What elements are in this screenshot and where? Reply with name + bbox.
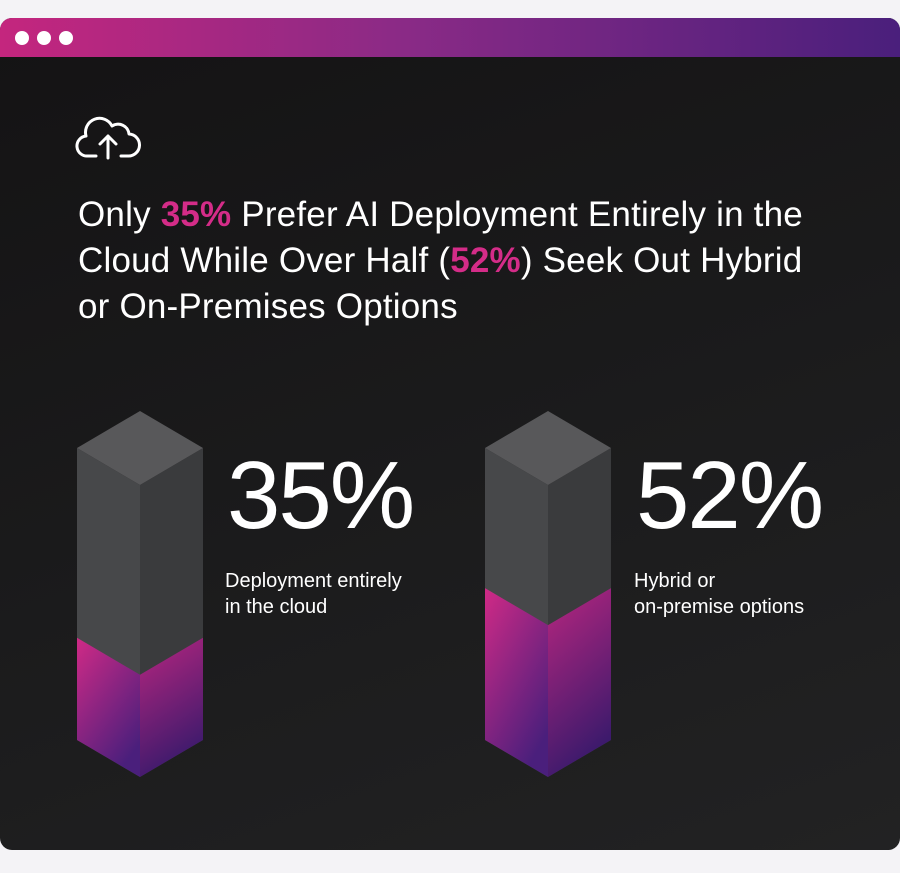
bar [77,637,203,777]
title-highlight: 52% [450,241,521,280]
title-text: Only [78,195,161,234]
bar [485,588,611,777]
title-text: Prefer AI Deployment Entirely in the Clo… [78,195,803,280]
window-dot[interactable] [59,31,73,45]
window-dot[interactable] [15,31,29,45]
value-label: 35% [227,442,415,549]
bar-left [485,588,548,777]
category-label: Deployment entirely in the cloud [225,570,402,618]
bar-left [77,637,140,777]
bar-right [140,637,203,777]
column-top [485,411,611,485]
chart [75,116,611,777]
title-highlight: 35% [160,195,232,234]
window: Only 35% Prefer AI Deployment Entirely i… [0,18,900,850]
title-text: ) Seek Out Hybrid or On-Premises Options [78,241,803,326]
chart-title: Only 35% Prefer AI Deployment Entirely i… [78,192,838,330]
window-dot[interactable] [37,31,51,45]
bar-right [548,588,611,777]
cloud-icon [75,116,141,160]
category-label: Hybrid or on-premise options [634,570,805,618]
value-label: 52% [636,442,824,549]
title-bar [0,18,900,57]
column-top [77,411,203,485]
